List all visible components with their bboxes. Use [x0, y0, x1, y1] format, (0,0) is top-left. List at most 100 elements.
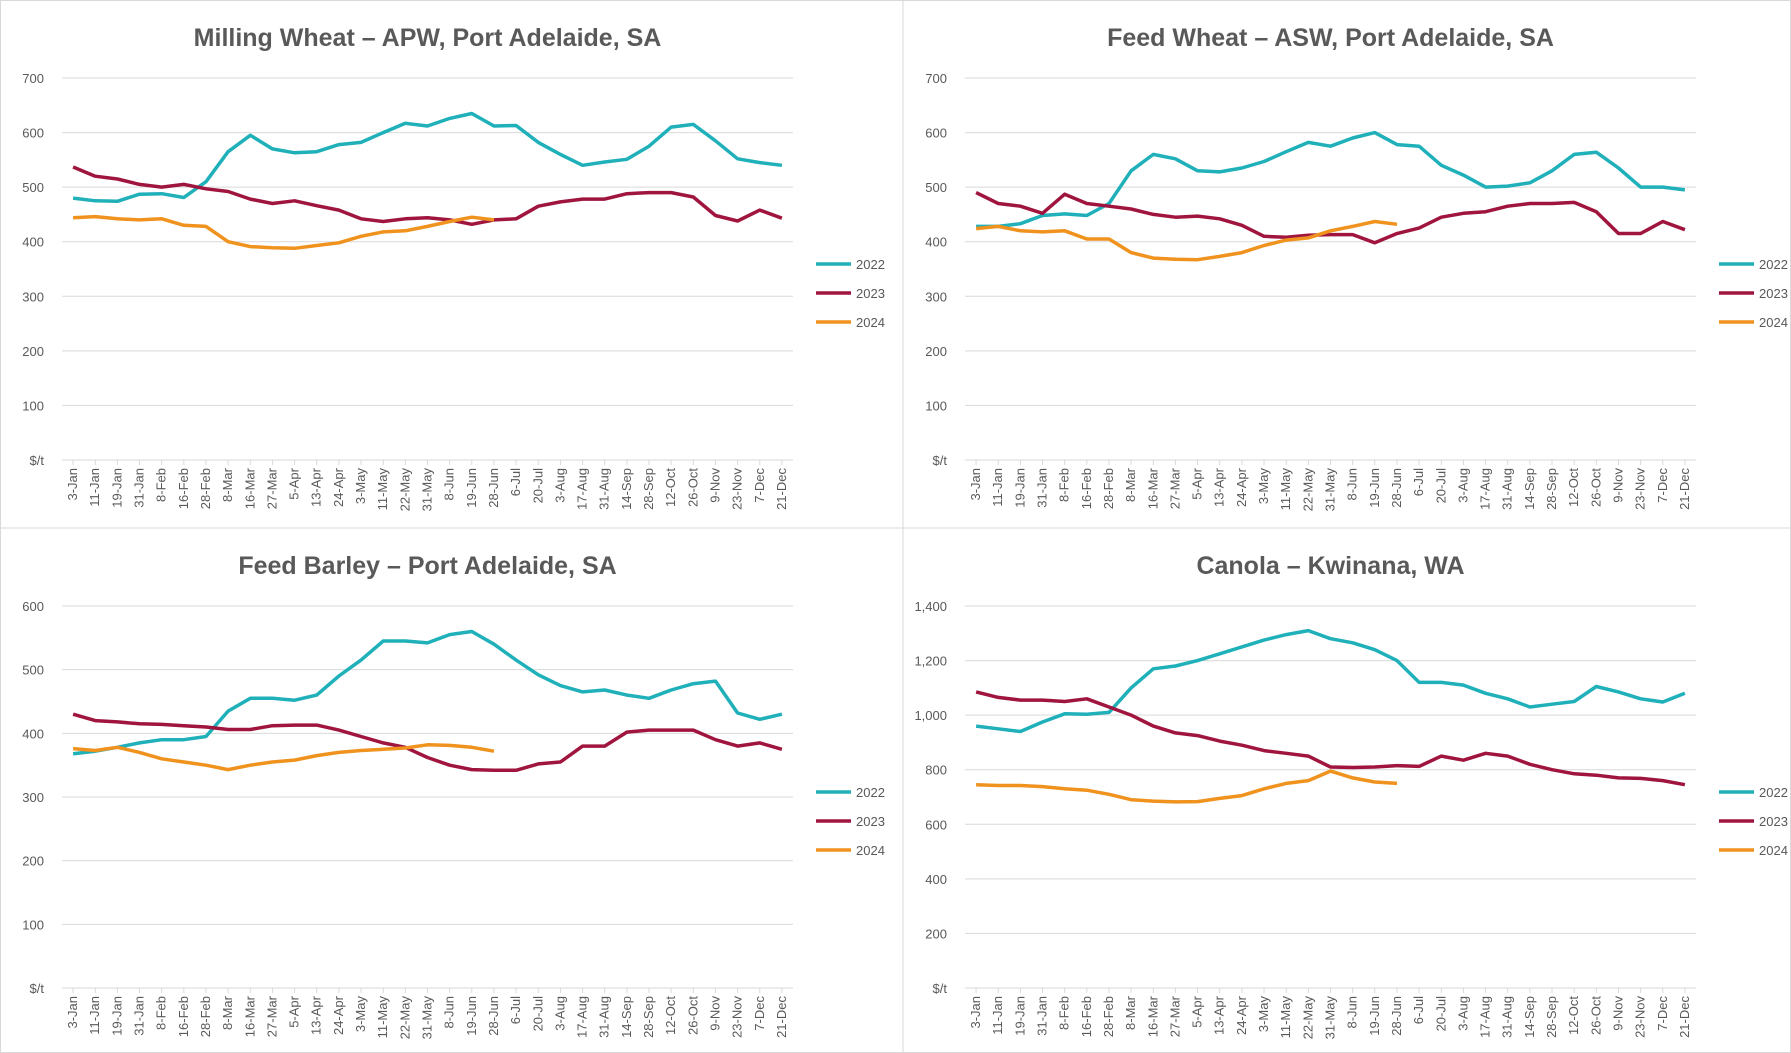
y-tick-label: 400 [22, 726, 44, 741]
x-tick-label: 9-Nov [707, 996, 722, 1031]
chart-panel: Feed Wheat – ASW, Port Adelaide, SA $/t 10… [925, 24, 1788, 511]
x-tick-label: 31-Jan [132, 996, 147, 1036]
legend-label: 2024 [1759, 843, 1788, 858]
x-tick-label: 3-Jan [65, 468, 80, 501]
y-tick-label: 600 [22, 599, 44, 614]
x-tick-label: 5-Apr [1190, 995, 1205, 1027]
series-line [73, 214, 495, 251]
y-tick-label: $/t [30, 981, 45, 996]
y-tick-label: 700 [22, 71, 44, 86]
legend-label: 2024 [1759, 315, 1788, 330]
x-tick-label: 23-Nov [730, 468, 745, 510]
x-tick-label: 27-Mar [264, 467, 279, 509]
chart-title: Milling Wheat – APW, Port Adelaide, SA [194, 24, 662, 52]
series-line [975, 628, 1686, 734]
x-tick-label: 26-Oct [685, 468, 700, 507]
x-tick-label: 14-Sep [619, 468, 634, 510]
x-tick-label: 21-Dec [1677, 468, 1692, 510]
legend-label: 2022 [856, 785, 885, 800]
y-tick-label: 1,000 [914, 708, 947, 723]
series-line [976, 130, 1686, 229]
chart-title: Feed Barley – Port Adelaide, SA [238, 552, 616, 580]
x-tick-label: 16-Feb [176, 468, 191, 509]
x-tick-label: 13-Apr [309, 995, 324, 1035]
y-tick-label: 100 [925, 398, 947, 413]
x-tick-label: 16-Feb [1079, 996, 1094, 1037]
chart-title: Canola – Kwinana, WA [1196, 552, 1464, 580]
x-tick-label: 17-Aug [1478, 996, 1493, 1038]
x-tick-label: 19-Jun [464, 996, 479, 1036]
y-tick-label: 700 [925, 71, 947, 86]
x-tick-label: 3-Jan [65, 996, 80, 1029]
x-tick-label: 9-Nov [1610, 996, 1625, 1031]
x-tick-label: 14-Sep [1522, 468, 1537, 510]
x-tick-label: 9-Nov [707, 468, 722, 503]
x-tick-label: 21-Dec [774, 468, 789, 510]
series-line [976, 769, 1398, 804]
series-line [72, 165, 783, 227]
x-tick-label: 8-Jun [1345, 468, 1360, 501]
x-tick-label: 19-Jun [1367, 996, 1382, 1036]
x-tick-label: 19-Jan [1012, 468, 1027, 508]
series-line [72, 629, 783, 756]
x-tick-label: 31-Jan [132, 468, 147, 508]
x-tick-label: 20-Jul [1433, 996, 1448, 1032]
x-tick-label: 31-Aug [1500, 468, 1515, 510]
x-tick-label: 3-May [353, 996, 368, 1033]
x-tick-label: 19-Jan [109, 468, 124, 508]
x-tick-label: 16-Mar [242, 995, 257, 1037]
x-tick-label: 5-Apr [287, 467, 302, 499]
x-tick-label: 11-Jan [87, 468, 102, 507]
x-tick-label: 3-Jan [968, 996, 983, 1029]
y-tick-label: 400 [22, 235, 44, 250]
series-line [72, 712, 783, 773]
x-tick-label: 28-Jun [1389, 468, 1404, 508]
y-tick-label: 800 [925, 763, 947, 778]
y-tick-label: 100 [22, 398, 44, 413]
x-tick-label: 8-Mar [1123, 467, 1138, 502]
x-tick-label: 3-May [1256, 468, 1271, 505]
x-tick-label: 31-Jan [1035, 468, 1050, 508]
x-tick-label: 3-May [1256, 996, 1271, 1033]
x-tick-label: 3-Aug [552, 468, 567, 503]
x-tick-label: 8-Mar [1123, 995, 1138, 1030]
x-tick-label: 28-Jun [1389, 996, 1404, 1036]
x-tick-label: 13-Apr [1212, 467, 1227, 507]
x-tick-label: 26-Oct [685, 996, 700, 1035]
x-tick-label: 31-Aug [597, 996, 612, 1038]
x-tick-label: 5-Apr [1190, 467, 1205, 499]
x-tick-label: 12-Oct [1566, 468, 1581, 507]
x-tick-label: 19-Jan [109, 996, 124, 1036]
x-tick-label: 11-May [375, 468, 390, 511]
legend-label: 2024 [856, 843, 885, 858]
x-tick-label: 6-Jul [508, 468, 523, 496]
y-tick-label: 500 [925, 180, 947, 195]
x-tick-label: 16-Mar [1145, 995, 1160, 1037]
x-tick-label: 8-Mar [220, 995, 235, 1030]
x-tick-label: 17-Aug [575, 996, 590, 1038]
y-tick-label: 600 [925, 817, 947, 832]
x-tick-label: 31-May [420, 468, 435, 512]
x-tick-label: 3-Aug [1455, 468, 1470, 503]
x-tick-label: 12-Oct [663, 468, 678, 507]
x-tick-label: 11-May [1278, 468, 1293, 511]
x-tick-label: 28-Sep [1544, 468, 1559, 510]
chart-panel: Canola – Kwinana, WA $/t 200 400 600 800 1,000… [914, 552, 1787, 1039]
x-tick-label: 28-Jun [486, 468, 501, 508]
x-tick-label: 14-Sep [619, 996, 634, 1038]
x-tick-label: 7-Dec [1655, 996, 1670, 1031]
x-tick-label: 28-Feb [198, 996, 213, 1037]
x-tick-label: 31-Aug [1500, 996, 1515, 1038]
y-tick-label: 200 [925, 344, 947, 359]
x-tick-label: 20-Jul [530, 468, 545, 504]
x-tick-label: 6-Jul [508, 996, 523, 1024]
x-tick-label: 16-Feb [1079, 468, 1094, 509]
y-tick-label: 1,200 [914, 654, 947, 669]
x-tick-label: 28-Sep [1544, 996, 1559, 1038]
x-tick-label: 28-Jun [486, 996, 501, 1036]
x-tick-label: 5-Apr [287, 995, 302, 1027]
x-tick-label: 19-Jun [464, 468, 479, 508]
y-tick-label: 300 [22, 790, 44, 805]
x-tick-label: 8-Jun [1345, 996, 1360, 1029]
x-tick-label: 3-Aug [1455, 996, 1470, 1031]
